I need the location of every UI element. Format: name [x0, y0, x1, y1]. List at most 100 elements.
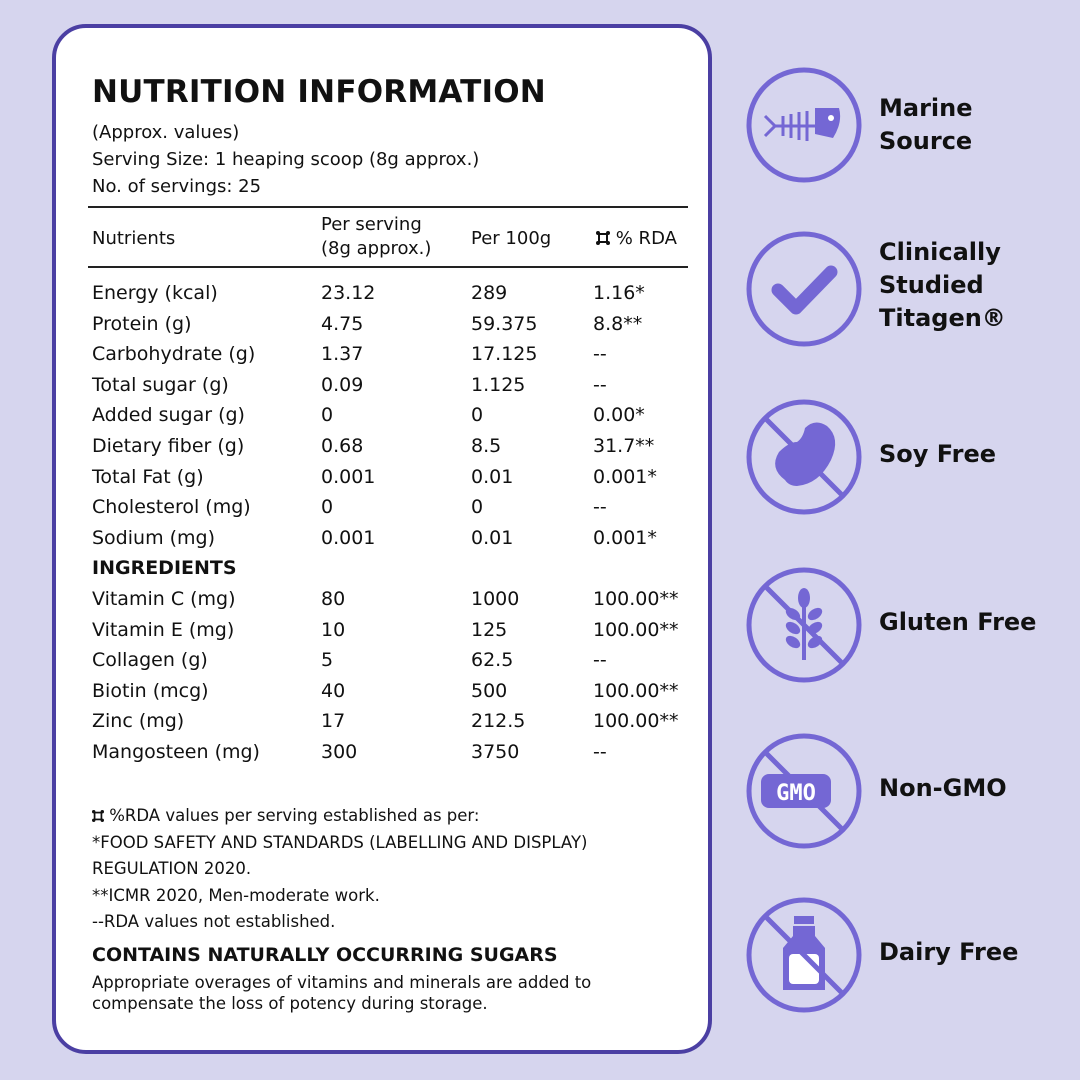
- nutrition-panel: NUTRITION INFORMATION (Approx. values) S…: [52, 24, 712, 1054]
- sugars-statement: CONTAINS NATURALLY OCCURRING SUGARS: [92, 944, 558, 966]
- gmo-badge-text: GMO: [776, 781, 816, 806]
- rda-value: 100.00**: [593, 679, 679, 702]
- rda-value: 0.00*: [593, 404, 645, 427]
- header-rda: % RDA: [596, 227, 677, 251]
- table-row: Mangosteen (mg) 300 3750 --: [92, 741, 692, 772]
- per-100g-value: 125: [471, 618, 508, 641]
- footnote-rda-basis: %RDA values per serving established as p…: [92, 806, 480, 825]
- feature-label-line1: Marine: [879, 94, 973, 122]
- footnote-fssai-line1: *FOOD SAFETY AND STANDARDS (LABELLING AN…: [92, 833, 588, 852]
- per-serving-value: 0.001: [321, 526, 376, 549]
- table-row: Dietary fiber (g) 0.68 8.5 31.7**: [92, 435, 692, 466]
- rda-value: 0.001*: [593, 465, 657, 488]
- per-serving-value: 300: [321, 740, 358, 763]
- nutrition-table-body: Energy (kcal) 23.12 289 1.16* Protein (g) 4.7…: [92, 282, 692, 772]
- servings-count: No. of servings: 25: [92, 176, 262, 197]
- rda-value: 8.8**: [593, 312, 643, 335]
- ingredients-heading-text: INGREDIENTS: [92, 557, 237, 580]
- feature-label: Marine Source: [879, 92, 973, 158]
- nutrient-name: Biotin (mcg): [92, 679, 209, 702]
- per-100g-value: 17.125: [471, 343, 538, 366]
- nutrient-name: Dietary fiber (g): [92, 434, 245, 457]
- table-row: Vitamin E (mg) 10 125 100.00**: [92, 619, 692, 650]
- table-header-rule: [88, 266, 688, 268]
- rda-value: --: [593, 496, 607, 519]
- per-100g-value: 59.375: [471, 312, 538, 335]
- per-serving-value: 0: [321, 404, 334, 427]
- rda-symbol-icon: [92, 810, 104, 822]
- table-row: Cholesterol (mg) 0 0 --: [92, 496, 692, 527]
- feature-soy-free: Soy Free: [745, 398, 1065, 516]
- rda-value: 100.00**: [593, 710, 679, 733]
- per-100g-value: 0: [471, 404, 484, 427]
- per-serving-value: 0.09: [321, 373, 364, 396]
- footnote-rda-basis-text: %RDA values per serving established as p…: [109, 806, 480, 825]
- per-100g-value: 3750: [471, 740, 520, 763]
- feature-dairy-free: Dairy Free: [745, 896, 1065, 1014]
- overage-note: Appropriate overages of vitamins and min…: [92, 973, 592, 1013]
- rda-value: --: [593, 740, 607, 763]
- serving-size: Serving Size: 1 heaping scoop (8g approx…: [92, 149, 480, 170]
- per-serving-value: 10: [321, 618, 346, 641]
- per-100g-value: 0.01: [471, 526, 514, 549]
- per-100g-value: 0: [471, 496, 484, 519]
- per-100g-value: 62.5: [471, 649, 514, 672]
- fish-icon: [746, 67, 862, 183]
- per-100g-value: 8.5: [471, 434, 502, 457]
- nutrient-name: Added sugar (g): [92, 404, 245, 427]
- feature-label: Non-GMO: [879, 774, 1007, 802]
- table-top-rule: [88, 206, 688, 208]
- nutrient-name: Mangosteen (mg): [92, 740, 260, 763]
- feature-label: Dairy Free: [879, 938, 1019, 966]
- per-serving-value: 23.12: [321, 282, 376, 304]
- per-serving-value: 40: [321, 679, 346, 702]
- per-100g-value: 1.125: [471, 373, 526, 396]
- header-per-serving-line1: Per serving: [321, 214, 422, 235]
- table-row: Added sugar (g) 0 0 0.00*: [92, 404, 692, 435]
- soy-free-icon: [746, 399, 862, 515]
- footnote-not-established: --RDA values not established.: [92, 912, 336, 931]
- ingredients-heading: INGREDIENTS: [92, 557, 692, 588]
- per-serving-value: 0.68: [321, 434, 364, 457]
- footnote-icmr: **ICMR 2020, Men-moderate work.: [92, 886, 380, 905]
- feature-label: Gluten Free: [879, 608, 1037, 636]
- per-serving-value: 0.001: [321, 465, 376, 488]
- rda-value: 31.7**: [593, 434, 655, 457]
- feature-label-line2: Source: [879, 127, 973, 155]
- gluten-free-icon: [746, 567, 862, 683]
- rda-value: --: [593, 373, 607, 396]
- per-100g-value: 1000: [471, 587, 520, 610]
- per-100g-value: 500: [471, 679, 508, 702]
- header-per-100g: Per 100g: [471, 228, 552, 249]
- nutrient-name: Cholesterol (mg): [92, 496, 251, 519]
- table-row: Carbohydrate (g) 1.37 17.125 --: [92, 343, 692, 374]
- table-row: Vitamin C (mg) 80 1000 100.00**: [92, 588, 692, 619]
- nutrient-name: Energy (kcal): [92, 282, 218, 304]
- header-per-serving: Per serving (8g approx.): [321, 213, 431, 261]
- nutrient-name: Protein (g): [92, 312, 192, 335]
- table-row: Total Fat (g) 0.001 0.01 0.001*: [92, 466, 692, 497]
- rda-value: 0.001*: [593, 526, 657, 549]
- rda-value: --: [593, 649, 607, 672]
- footnote-fssai-line2: REGULATION 2020.: [92, 859, 252, 878]
- rda-symbol-icon: [596, 231, 610, 245]
- table-row: Energy (kcal) 23.12 289 1.16*: [92, 282, 692, 313]
- feature-label-line2: Studied: [879, 271, 984, 299]
- header-per-serving-line2: (8g approx.): [321, 238, 432, 259]
- nutrient-name: Collagen (g): [92, 649, 208, 672]
- per-100g-value: 212.5: [471, 710, 526, 733]
- per-serving-value: 0: [321, 496, 334, 519]
- feature-label-line3: Titagen®: [879, 304, 1006, 332]
- nutrient-name: Carbohydrate (g): [92, 343, 256, 366]
- nutrient-name: Sodium (mg): [92, 526, 216, 549]
- panel-title: NUTRITION INFORMATION: [92, 74, 546, 110]
- nutrient-name: Total sugar (g): [92, 373, 229, 396]
- table-row: Biotin (mcg) 40 500 100.00**: [92, 680, 692, 711]
- feature-label: Soy Free: [879, 440, 997, 468]
- feature-gluten-free: Gluten Free: [745, 566, 1065, 684]
- per-serving-value: 80: [321, 587, 346, 610]
- rda-value: 100.00**: [593, 587, 679, 610]
- header-nutrients: Nutrients: [92, 228, 176, 249]
- rda-value: 100.00**: [593, 618, 679, 641]
- table-row: Collagen (g) 5 62.5 --: [92, 649, 692, 680]
